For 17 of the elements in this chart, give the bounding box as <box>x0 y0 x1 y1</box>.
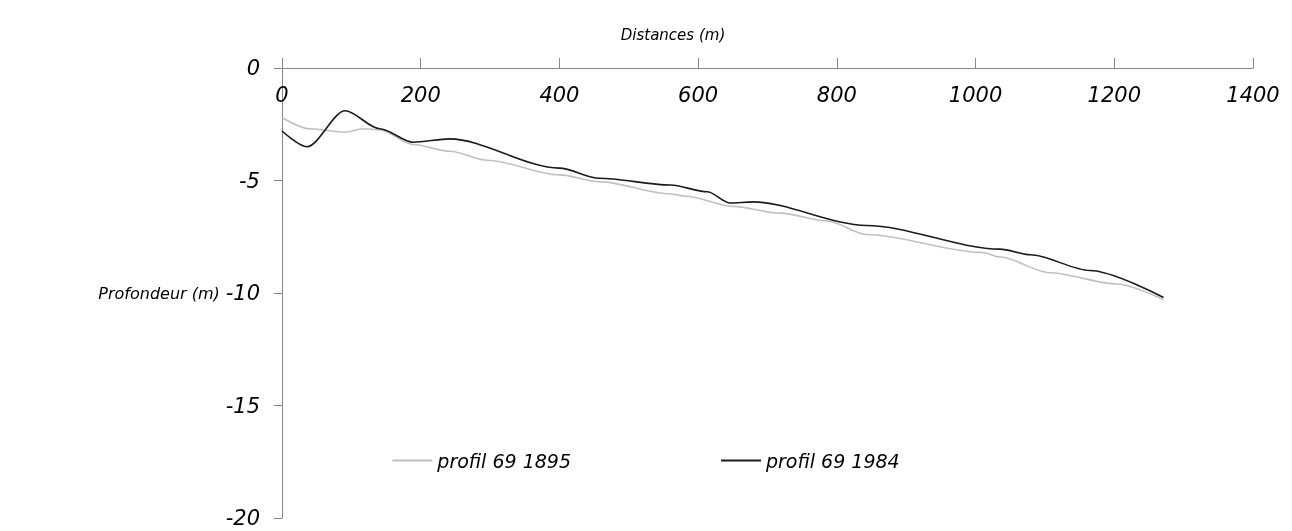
x-tick-label: 1000 <box>948 82 1003 107</box>
x-tick-label: 600 <box>678 82 719 107</box>
x-tick-label: 0 <box>275 82 289 107</box>
x-tick-label: 800 <box>816 82 857 107</box>
legend-label: profil 69 1984 <box>765 449 900 472</box>
x-tick-label: 200 <box>400 82 441 107</box>
x-tick-label: 400 <box>539 82 580 107</box>
y-tick-label: -10 <box>225 281 260 305</box>
x-axis-title: Distances (m) <box>620 25 726 44</box>
x-tick-label: 1200 <box>1087 82 1142 107</box>
x-tick-label: 1400 <box>1226 82 1280 107</box>
legend-label: profil 69 1895 <box>436 449 572 472</box>
y-tick-label: 0 <box>246 56 260 80</box>
y-tick-label: -15 <box>225 393 260 418</box>
y-tick-label: -20 <box>225 506 260 530</box>
y-tick-label: -5 <box>239 168 260 193</box>
y-axis-title: Profondeur (m) <box>98 283 220 303</box>
